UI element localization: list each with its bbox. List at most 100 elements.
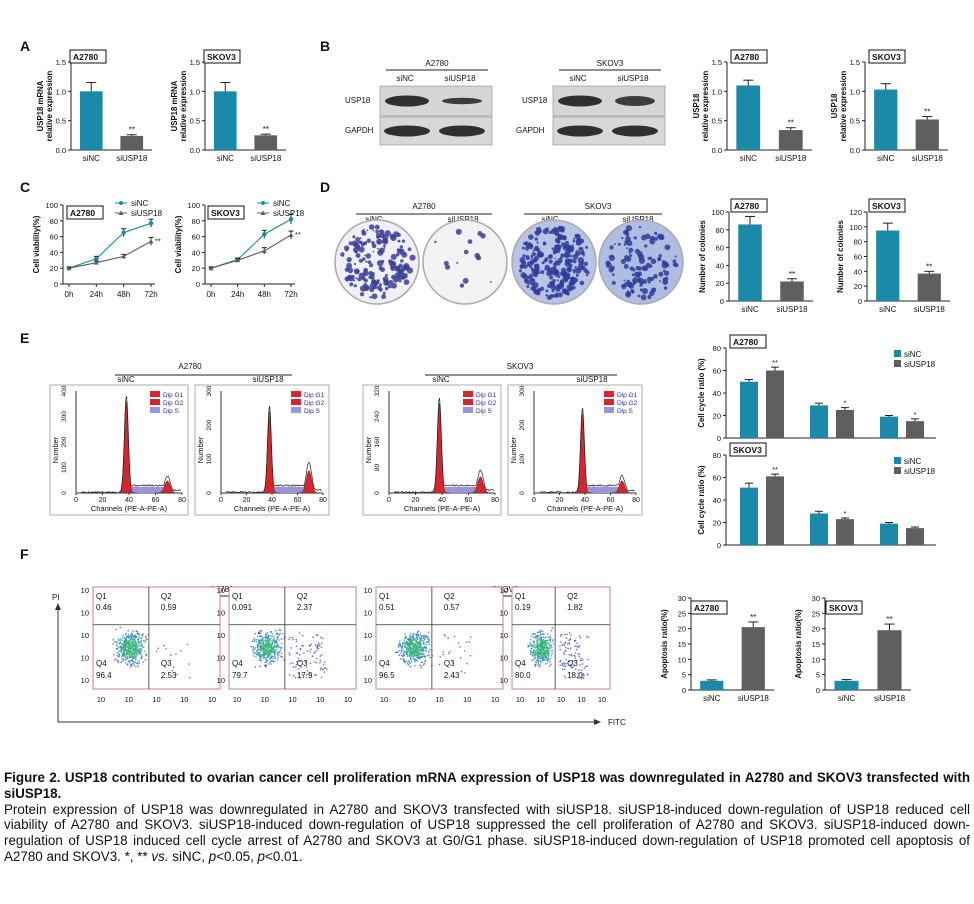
x-tick-label: 0h bbox=[207, 290, 216, 299]
event-dot bbox=[468, 640, 470, 643]
event-dot bbox=[260, 629, 263, 632]
y-axis-label: Number of colonies bbox=[698, 219, 707, 292]
event-dot bbox=[117, 646, 120, 649]
event-dot bbox=[409, 651, 411, 654]
event-dot bbox=[583, 667, 586, 670]
event-dot bbox=[562, 643, 565, 645]
event-dot bbox=[140, 640, 142, 643]
x-tick-label: siUSP18 bbox=[775, 154, 807, 163]
event-dot bbox=[259, 659, 262, 662]
quadrant-label: Q3 bbox=[161, 659, 172, 668]
colony bbox=[567, 244, 571, 248]
event-dot bbox=[271, 650, 274, 653]
event-dot bbox=[273, 652, 276, 654]
colony bbox=[398, 279, 402, 283]
colony bbox=[567, 266, 572, 272]
y-tick-label: 200 bbox=[206, 419, 213, 430]
event-dot bbox=[319, 636, 322, 639]
event-dot bbox=[422, 648, 425, 650]
colony bbox=[621, 236, 624, 240]
legend-swatch bbox=[150, 399, 160, 405]
legend-label: Dip G1 bbox=[304, 392, 325, 399]
colony bbox=[371, 243, 377, 249]
event-dot bbox=[469, 654, 472, 657]
cell-line-box bbox=[868, 49, 906, 64]
event-dot bbox=[134, 649, 137, 651]
event-dot bbox=[415, 639, 418, 642]
colony bbox=[363, 278, 368, 283]
y-axis-label: Number bbox=[364, 436, 373, 463]
colony bbox=[672, 259, 677, 264]
event-dot bbox=[425, 643, 428, 646]
event-dot bbox=[121, 655, 123, 657]
event-dot bbox=[540, 646, 542, 649]
colony bbox=[462, 277, 469, 284]
event-dot bbox=[580, 657, 582, 660]
dip-g1-peak bbox=[572, 413, 593, 494]
colony bbox=[573, 254, 576, 256]
event-dot bbox=[119, 641, 121, 643]
colony bbox=[552, 262, 558, 267]
y-tick-label: 10 bbox=[81, 654, 89, 663]
event-dot bbox=[460, 670, 463, 673]
colony bbox=[583, 261, 588, 266]
event-dot bbox=[529, 649, 532, 652]
event-dot bbox=[546, 651, 549, 654]
event-dot bbox=[570, 653, 573, 656]
event-dot bbox=[549, 645, 551, 647]
event-dot bbox=[129, 645, 132, 647]
event-dot bbox=[544, 639, 547, 642]
event-dot bbox=[424, 646, 427, 648]
event-dot bbox=[114, 641, 116, 643]
event-dot bbox=[398, 643, 400, 646]
event-dot bbox=[411, 655, 414, 657]
x-tick-label: 40 bbox=[438, 497, 446, 504]
event-dot bbox=[308, 672, 311, 675]
event-dot bbox=[582, 672, 584, 675]
event-dot bbox=[266, 631, 269, 634]
colony bbox=[568, 248, 573, 253]
bar bbox=[874, 89, 898, 150]
x-tick-label: siUSP18 bbox=[116, 154, 148, 163]
event-dot bbox=[585, 635, 588, 638]
event-dot bbox=[129, 640, 132, 642]
event-dot bbox=[404, 633, 406, 635]
event-dot bbox=[254, 665, 257, 668]
event-dot bbox=[419, 653, 421, 656]
y-tick-label: 10 bbox=[500, 631, 508, 640]
event-dot bbox=[261, 648, 263, 651]
colony bbox=[611, 273, 615, 277]
y-tick-label: 1.0 bbox=[712, 87, 722, 96]
y-axis-label: Cell cycle ratio (%) bbox=[697, 358, 706, 428]
x-tick-label: 0h bbox=[65, 290, 74, 299]
event-dot bbox=[259, 650, 262, 652]
event-dot bbox=[260, 655, 262, 658]
colony bbox=[646, 276, 652, 282]
colony bbox=[579, 280, 585, 286]
event-dot bbox=[570, 654, 573, 657]
y-tick-label: 0 bbox=[196, 280, 200, 289]
x-tick-label: 10 bbox=[180, 695, 188, 704]
colony bbox=[614, 243, 616, 246]
event-dot bbox=[270, 656, 273, 659]
event-dot bbox=[123, 637, 126, 639]
event-dot bbox=[547, 636, 550, 638]
colony bbox=[657, 257, 661, 261]
cell-line-box bbox=[207, 205, 245, 220]
event-dot bbox=[545, 650, 548, 653]
event-dot bbox=[568, 631, 571, 634]
event-dot bbox=[409, 650, 411, 652]
quadrant-value: 18.0 bbox=[567, 671, 583, 680]
event-dot bbox=[136, 651, 139, 653]
event-dot bbox=[318, 643, 321, 646]
y-tick-label: 100 bbox=[711, 208, 724, 217]
event-dot bbox=[270, 663, 272, 665]
blot-lane-label: siUSP18 bbox=[617, 74, 649, 83]
event-dot bbox=[414, 664, 416, 667]
event-dot bbox=[117, 638, 120, 640]
colony bbox=[400, 259, 404, 263]
x-tick-label: 10 bbox=[491, 695, 499, 704]
event-dot bbox=[127, 646, 129, 649]
y-axis-label: Number bbox=[509, 436, 518, 463]
